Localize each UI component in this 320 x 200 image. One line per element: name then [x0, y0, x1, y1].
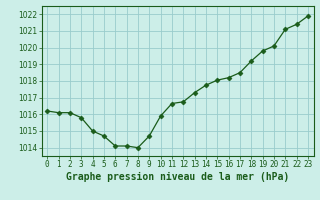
X-axis label: Graphe pression niveau de la mer (hPa): Graphe pression niveau de la mer (hPa) [66, 172, 289, 182]
